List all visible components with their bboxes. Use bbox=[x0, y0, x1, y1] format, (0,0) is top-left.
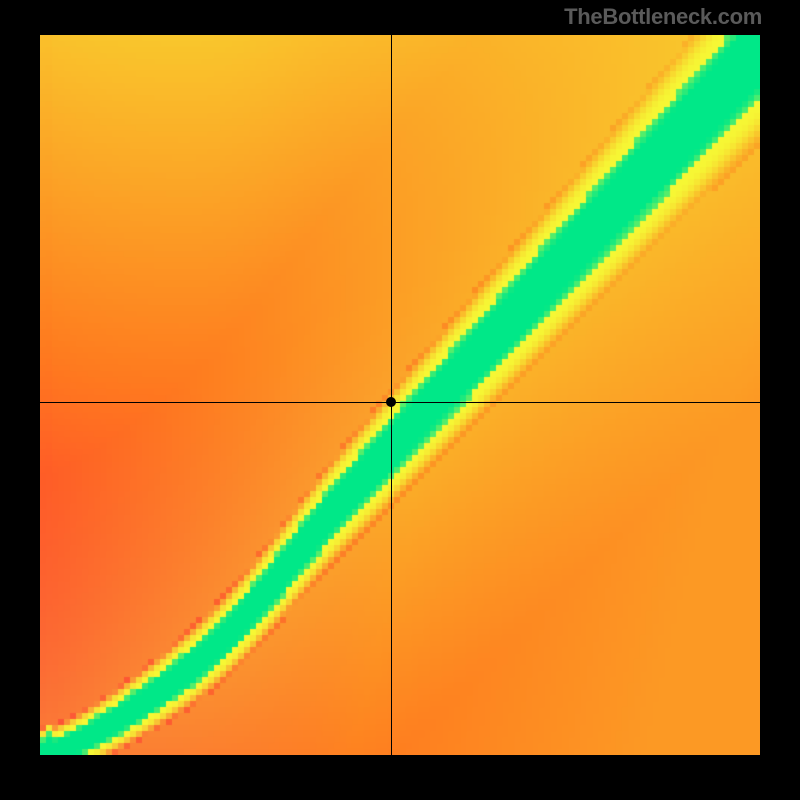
bottleneck-heatmap bbox=[40, 35, 760, 755]
crosshair-vertical bbox=[391, 35, 392, 755]
current-config-marker bbox=[386, 397, 396, 407]
attribution-text: TheBottleneck.com bbox=[564, 4, 762, 30]
heatmap-canvas bbox=[40, 35, 760, 755]
crosshair-horizontal bbox=[40, 402, 760, 403]
